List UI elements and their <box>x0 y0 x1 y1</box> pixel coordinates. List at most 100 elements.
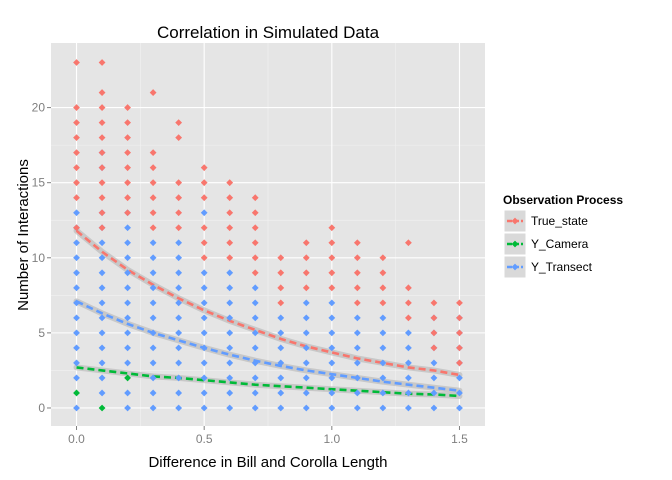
data-point-true-state <box>175 134 183 142</box>
data-point-y-transect <box>73 209 80 217</box>
data-point-y-transect <box>149 239 157 247</box>
data-point-y-transect <box>175 314 183 322</box>
data-point-y-transect <box>149 374 157 382</box>
x-axis-title: Difference in Bill and Corolla Length <box>148 454 387 471</box>
data-point-y-transect <box>430 389 438 397</box>
data-point-y-transect <box>200 329 208 337</box>
data-point-y-transect <box>124 239 131 247</box>
data-point-true-state <box>124 149 131 157</box>
data-point-y-transect <box>149 299 157 307</box>
data-point-y-transect <box>149 314 157 322</box>
data-point-y-transect <box>149 344 157 352</box>
data-point-true-state <box>124 209 131 217</box>
legend-items: True_state Y_Camera Y_Transect <box>503 209 593 279</box>
y-tick-label: 15 <box>32 176 46 190</box>
data-point-true-state <box>124 179 131 187</box>
data-point-y-transect <box>73 359 80 367</box>
data-point-y-transect <box>149 284 157 292</box>
data-point-true-state <box>456 329 463 337</box>
data-point-y-transect <box>277 359 285 367</box>
data-point-true-state <box>379 254 387 262</box>
data-point-true-state <box>328 284 336 292</box>
chart-title: Correlation in Simulated Data <box>157 23 380 42</box>
data-point-true-state <box>98 209 106 217</box>
data-point-y-transect <box>226 344 234 352</box>
data-point-true-state <box>124 134 131 142</box>
data-point-true-state <box>98 119 106 127</box>
data-point-y-transect <box>124 329 131 337</box>
data-point-y-transect <box>328 359 336 367</box>
data-point-true-state <box>302 239 310 247</box>
data-point-y-transect <box>405 389 412 397</box>
data-point-y-transect <box>328 389 336 397</box>
data-point-y-transect <box>226 314 234 322</box>
data-point-y-transect <box>302 389 310 397</box>
data-point-y-transect <box>353 374 361 382</box>
data-point-y-transect <box>277 314 285 322</box>
data-point-true-state <box>73 119 80 127</box>
data-point-y-transect <box>251 344 259 352</box>
data-point-true-state <box>277 299 285 307</box>
data-point-true-state <box>456 299 463 307</box>
legend-label-true-state: True_state <box>531 214 588 228</box>
data-point-y-transect <box>277 329 285 337</box>
data-point-y-transect <box>430 359 438 367</box>
data-point-true-state <box>302 284 310 292</box>
data-point-true-state <box>430 314 438 322</box>
data-point-true-state <box>405 299 412 307</box>
legend-item-true-state: True_state <box>503 209 588 233</box>
data-point-y-transect <box>379 329 387 337</box>
data-point-y-transect <box>379 389 387 397</box>
legend-label-y-transect: Y_Transect <box>531 260 593 274</box>
data-point-y-transect <box>226 359 234 367</box>
data-point-true-state <box>226 239 234 247</box>
data-point-y-transect <box>302 404 310 412</box>
data-point-y-transect <box>124 389 131 397</box>
data-point-true-state <box>175 119 183 127</box>
data-point-y-transect <box>175 329 183 337</box>
data-point-true-state <box>251 209 259 217</box>
data-point-y-transect <box>430 374 438 382</box>
data-point-true-state <box>226 209 234 217</box>
data-point-y-transect <box>149 329 157 337</box>
data-point-y-transect <box>124 359 131 367</box>
data-point-y-transect <box>98 344 106 352</box>
data-point-true-state <box>149 209 157 217</box>
y-tick-label: 5 <box>38 326 45 340</box>
x-tick-label: 0.5 <box>196 432 213 446</box>
data-point-y-transect <box>98 374 106 382</box>
data-point-y-transect <box>98 299 106 307</box>
data-point-true-state <box>98 194 106 202</box>
data-point-y-transect <box>456 389 463 397</box>
data-point-true-state <box>200 164 208 172</box>
data-point-true-state <box>200 254 208 262</box>
data-point-true-state <box>124 194 131 202</box>
data-point-y-transect <box>200 299 208 307</box>
data-point-true-state <box>251 224 259 232</box>
data-point-y-transect <box>251 329 259 337</box>
data-point-true-state <box>175 194 183 202</box>
data-point-true-state <box>379 269 387 277</box>
data-point-y-transect <box>73 404 80 412</box>
data-point-y-transect <box>456 404 463 412</box>
data-point-y-transect <box>98 359 106 367</box>
data-point-y-transect <box>73 314 80 322</box>
data-point-y-transect <box>302 374 310 382</box>
data-point-y-transect <box>328 299 336 307</box>
data-point-true-state <box>200 194 208 202</box>
data-point-y-transect <box>175 299 183 307</box>
data-point-true-state <box>73 224 80 232</box>
data-point-true-state <box>98 59 106 66</box>
data-point-y-transect <box>175 389 183 397</box>
data-point-y-camera <box>124 374 131 382</box>
data-point-true-state <box>277 269 285 277</box>
data-point-y-transect <box>379 314 387 322</box>
data-point-y-transect <box>251 314 259 322</box>
legend-label-y-camera: Y_Camera <box>531 237 589 251</box>
data-point-true-state <box>175 179 183 187</box>
data-point-y-transect <box>353 389 361 397</box>
data-point-true-state <box>405 284 412 292</box>
data-point-y-transect <box>328 404 336 412</box>
data-point-true-state <box>328 254 336 262</box>
data-point-y-transect <box>226 284 234 292</box>
